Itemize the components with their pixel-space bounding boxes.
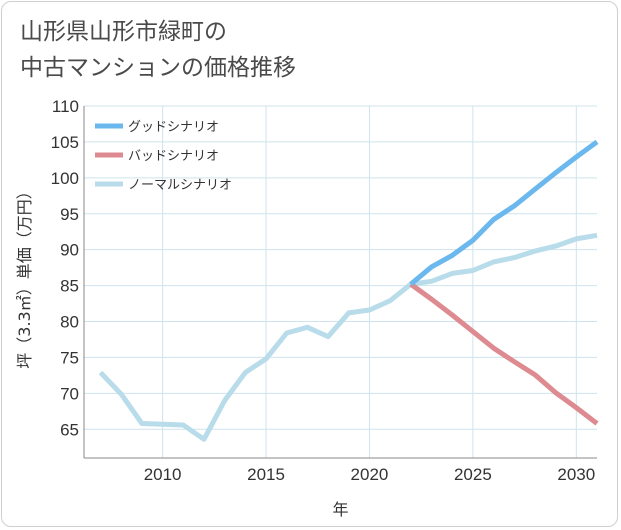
series-line-2 xyxy=(98,232,598,442)
x-tick-label: 2020 xyxy=(351,465,389,484)
chart-title-line-2: 中古マンションの価格推移 xyxy=(20,55,296,81)
series-lines xyxy=(98,139,599,442)
y-tick-label: 100 xyxy=(51,169,79,188)
tick-labels: 65 70 75 80 85 90 95 100 105 110 2010 2015 2020 2025 2… xyxy=(51,97,596,484)
series-line-0 xyxy=(409,139,599,287)
axes xyxy=(83,106,597,459)
legend-label-0: グッドシナリオ xyxy=(128,120,219,135)
y-tick-label: 85 xyxy=(60,277,79,296)
chart-title-line-1: 山形県山形市緑町の xyxy=(20,19,227,45)
legend-label-1: バッドシナリオ xyxy=(128,149,219,164)
chart-title: 山形県山形市緑町の 中古マンションの価格推移 xyxy=(20,14,296,86)
y-tick-label: 90 xyxy=(60,241,79,260)
y-tick-label: 70 xyxy=(60,384,79,403)
legend-label-2: ノーマルシナリオ xyxy=(128,178,232,193)
x-tick-label: 2015 xyxy=(247,465,285,484)
y-tick-label: 105 xyxy=(51,133,79,152)
y-axis-label: 坪（3.3㎡）単価（万円） xyxy=(15,183,34,368)
x-tick-label: 2010 xyxy=(144,465,182,484)
x-axis-label: 年 xyxy=(332,500,348,519)
y-tick-label: 75 xyxy=(60,348,79,367)
y-tick-label: 65 xyxy=(60,420,79,439)
y-tick-label: 80 xyxy=(60,313,79,332)
y-tick-label: 110 xyxy=(52,97,79,116)
x-tick-label: 2025 xyxy=(454,465,492,484)
series-line-1 xyxy=(409,282,599,426)
x-tick-label: 2030 xyxy=(557,465,595,484)
y-tick-label: 95 xyxy=(60,205,79,224)
